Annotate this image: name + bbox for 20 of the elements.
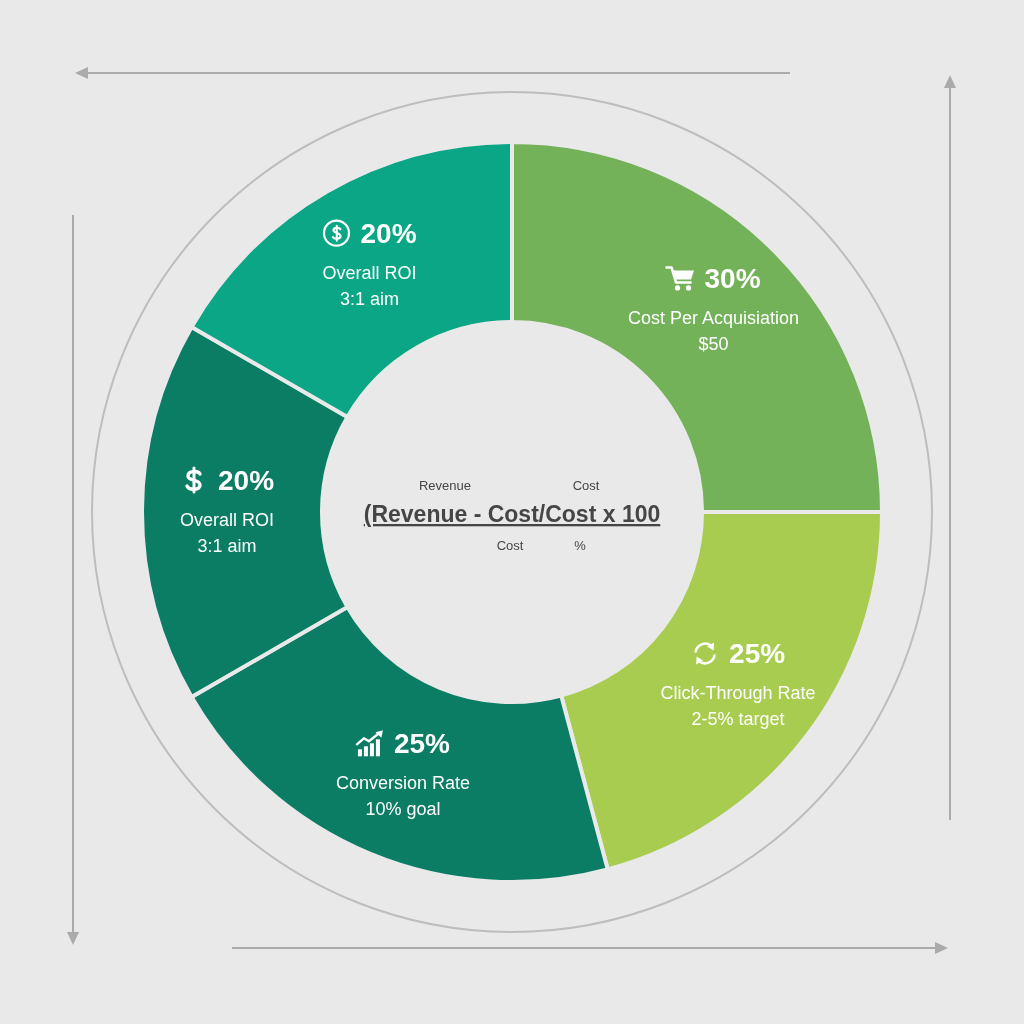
text: Cost [496, 538, 524, 553]
data-label: 20% [360, 218, 417, 250]
slice-label: Overall ROI [179, 510, 275, 530]
text: 3:1 aim [197, 536, 257, 556]
data-label: 20% [217, 465, 275, 496]
text: $50 [698, 334, 729, 355]
text: Revenue [418, 478, 472, 493]
text: % [574, 538, 587, 553]
text: Cost [572, 478, 600, 493]
slice-label: Cost Per Acquisiation [627, 308, 800, 329]
text: 2-5% target [691, 709, 785, 730]
slice-label: Click-Through Rate [660, 683, 816, 704]
text: 10% goal [365, 799, 441, 820]
slice-label: Overall ROI [322, 263, 417, 284]
text: (Revenue - Cost/Cost x 100 [363, 501, 661, 527]
data-label: 30% [704, 263, 761, 295]
text: 3:1 aim [339, 289, 400, 310]
data-label: 25% [729, 638, 786, 670]
slice-label: Conversion Rate [335, 773, 470, 794]
data-label: 25% [393, 728, 451, 760]
